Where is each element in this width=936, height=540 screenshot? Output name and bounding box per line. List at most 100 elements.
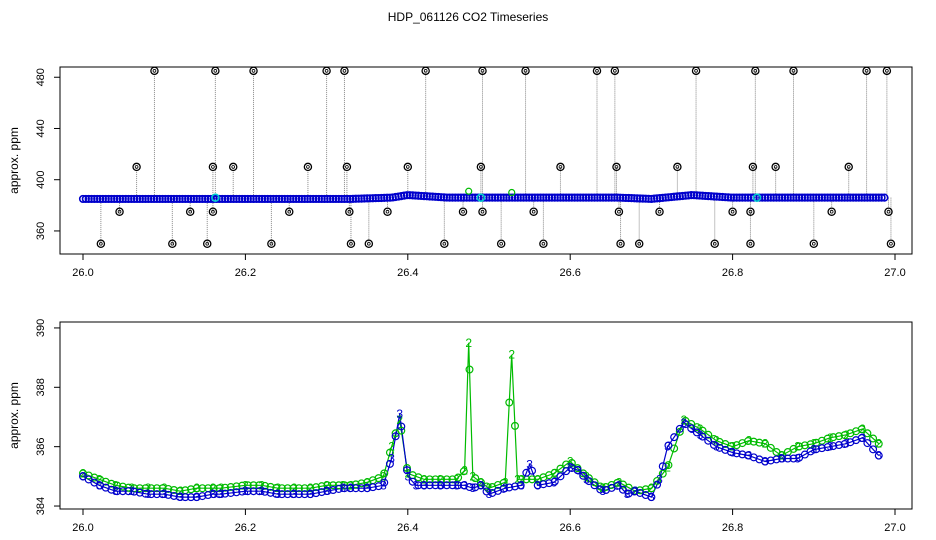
outlier-point-inner [231,165,236,169]
baseline-point [706,192,716,201]
baseline-point [371,194,380,203]
series-point-2 [795,442,804,451]
series-label-3: 3 [291,487,298,501]
series-point-3 [772,455,781,464]
series-point-2 [351,480,360,489]
baseline-point [618,193,628,202]
series-point-2 [255,481,264,490]
series-point-3 [181,493,190,502]
series-point-3 [357,484,366,493]
outlier-point-inner [211,209,215,214]
baseline-point [564,193,574,202]
outlier-point-inner [614,165,619,169]
baseline-point [814,193,824,202]
series-point-3 [329,486,338,495]
baseline-point [829,193,838,202]
outlier-point [96,239,106,249]
outlier-point-inner [748,241,753,246]
baseline-point [780,193,790,202]
baseline-point [169,194,179,204]
baseline-point [547,193,557,202]
series-point-3 [465,483,474,492]
baseline-point [115,194,125,204]
x-tick-label: 27.0 [884,522,905,534]
series-point-3 [221,489,230,498]
baseline-point [365,194,375,203]
series-point-2 [113,481,122,490]
series-point-3 [317,488,326,497]
series-point-2 [232,482,241,491]
series-label-2: 2 [453,472,460,486]
outlier-point-inner [712,241,717,246]
baseline-point [428,192,437,201]
outlier-point [844,162,853,172]
series-point-3 [516,481,525,490]
series-point-2 [209,484,218,493]
series-point-2 [459,467,468,476]
outlier-point [610,66,620,76]
series-point-2 [698,426,707,435]
series-point-3 [590,481,599,490]
outlier-point-inner [753,69,758,73]
series-point-2 [749,437,758,446]
baseline-point [459,193,468,202]
outlier-point [746,207,755,216]
baseline-point [198,194,207,204]
y-tick-label: 480 [35,68,47,86]
plot-frame [59,66,913,255]
series-point-3 [783,454,792,463]
series-point-2 [294,484,303,493]
series-point-2 [312,483,321,492]
series-point-2 [420,475,429,484]
series-label-3: 3 [713,440,720,454]
baseline-point [175,194,184,204]
series-point-3 [107,485,116,494]
outlier-point [185,207,195,216]
series-label-3: 3 [177,490,184,504]
series-point-3 [204,491,213,500]
series-point-3 [300,490,309,499]
baseline-point [348,194,358,203]
baseline-point [769,193,778,202]
series-point-2 [596,482,605,491]
outlier-point [496,239,506,249]
series-point-2 [869,434,878,443]
series-label-2: 2 [218,481,225,495]
outlier-point-inner [134,165,139,169]
series-point-3 [294,490,303,499]
series-point-3 [829,442,838,451]
series-label-3: 3 [616,478,623,492]
baseline-point [462,193,471,202]
series-point-3 [726,448,735,457]
series-label-3: 3 [96,478,103,492]
series-point-2 [675,427,684,436]
outlier-point [211,66,220,76]
outlier-point-inner [889,241,893,246]
series-point-3 [289,490,298,499]
baseline-point [340,194,349,204]
series-point-2 [692,423,701,432]
series-point-3 [545,479,554,488]
baseline-point [681,191,690,200]
series-point-2 [823,434,832,443]
baseline-point [212,194,221,204]
series-label-2: 2 [551,466,558,480]
series-point-3 [653,480,662,489]
baseline-point [840,193,849,202]
series-point-2 [744,437,753,446]
series-point-2 [323,481,332,490]
series-point-3 [380,478,389,487]
baseline-point [192,194,201,204]
baseline-point [624,193,633,203]
series-point-3 [437,481,446,490]
baseline-point [326,194,335,204]
baseline-point [820,193,829,202]
outlier-point-inner [213,69,218,73]
outlier-point-inner [251,69,256,73]
series-label-2: 2 [210,481,217,495]
baseline-point [223,194,233,204]
baseline-point [701,191,710,201]
series-label-2: 2 [648,481,655,495]
baseline-point [167,194,176,204]
baseline-point [627,194,636,203]
